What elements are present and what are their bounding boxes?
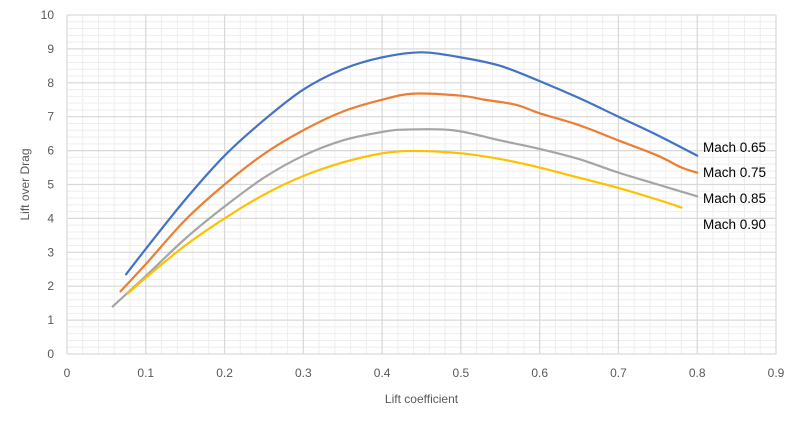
x-axis-title: Lift coefficient [385, 392, 459, 406]
y-tick-label: 5 [47, 178, 54, 192]
y-tick-label: 4 [47, 211, 54, 225]
x-tick-label: 0.5 [453, 366, 470, 380]
series-line [124, 51, 699, 276]
x-tick-label: 0 [64, 366, 71, 380]
x-tick-label: 0.2 [216, 366, 233, 380]
x-tick-label: 0.8 [689, 366, 706, 380]
x-tick-label: 0.4 [374, 366, 391, 380]
series-line [119, 92, 699, 293]
y-tick-label: 2 [47, 279, 54, 293]
y-axis-title: Lift over Drag [18, 148, 32, 220]
series-lines [111, 51, 699, 308]
y-tick-label: 7 [47, 110, 54, 124]
y-tick-label: 9 [47, 42, 54, 56]
series-label: Mach 0.90 [703, 217, 766, 232]
series-label: Mach 0.65 [703, 140, 766, 155]
series-labels: Mach 0.65 Mach 0.75 Mach 0.85 Mach 0.90 [703, 140, 766, 232]
x-tick-label: 0.7 [610, 366, 627, 380]
x-axis-tick-labels: 0 0.1 0.2 0.3 0.4 0.5 0.6 0.7 0.8 0.9 [64, 366, 785, 380]
y-tick-label: 3 [47, 245, 54, 259]
x-tick-label: 0.9 [768, 366, 785, 380]
series-label: Mach 0.75 [703, 165, 766, 180]
y-tick-label: 6 [47, 144, 54, 158]
y-tick-label: 8 [47, 76, 54, 90]
series-line [111, 128, 699, 308]
x-tick-label: 0.1 [137, 366, 154, 380]
y-tick-label: 0 [47, 347, 54, 361]
series-line [126, 149, 683, 295]
y-tick-label: 10 [41, 8, 55, 22]
y-axis-tick-labels: 0 1 2 3 4 5 6 7 8 9 10 [41, 8, 55, 361]
x-tick-label: 0.6 [531, 366, 548, 380]
series-label: Mach 0.85 [703, 191, 766, 206]
y-tick-label: 1 [47, 313, 54, 327]
grid [66, 14, 777, 355]
x-tick-label: 0.3 [295, 366, 312, 380]
